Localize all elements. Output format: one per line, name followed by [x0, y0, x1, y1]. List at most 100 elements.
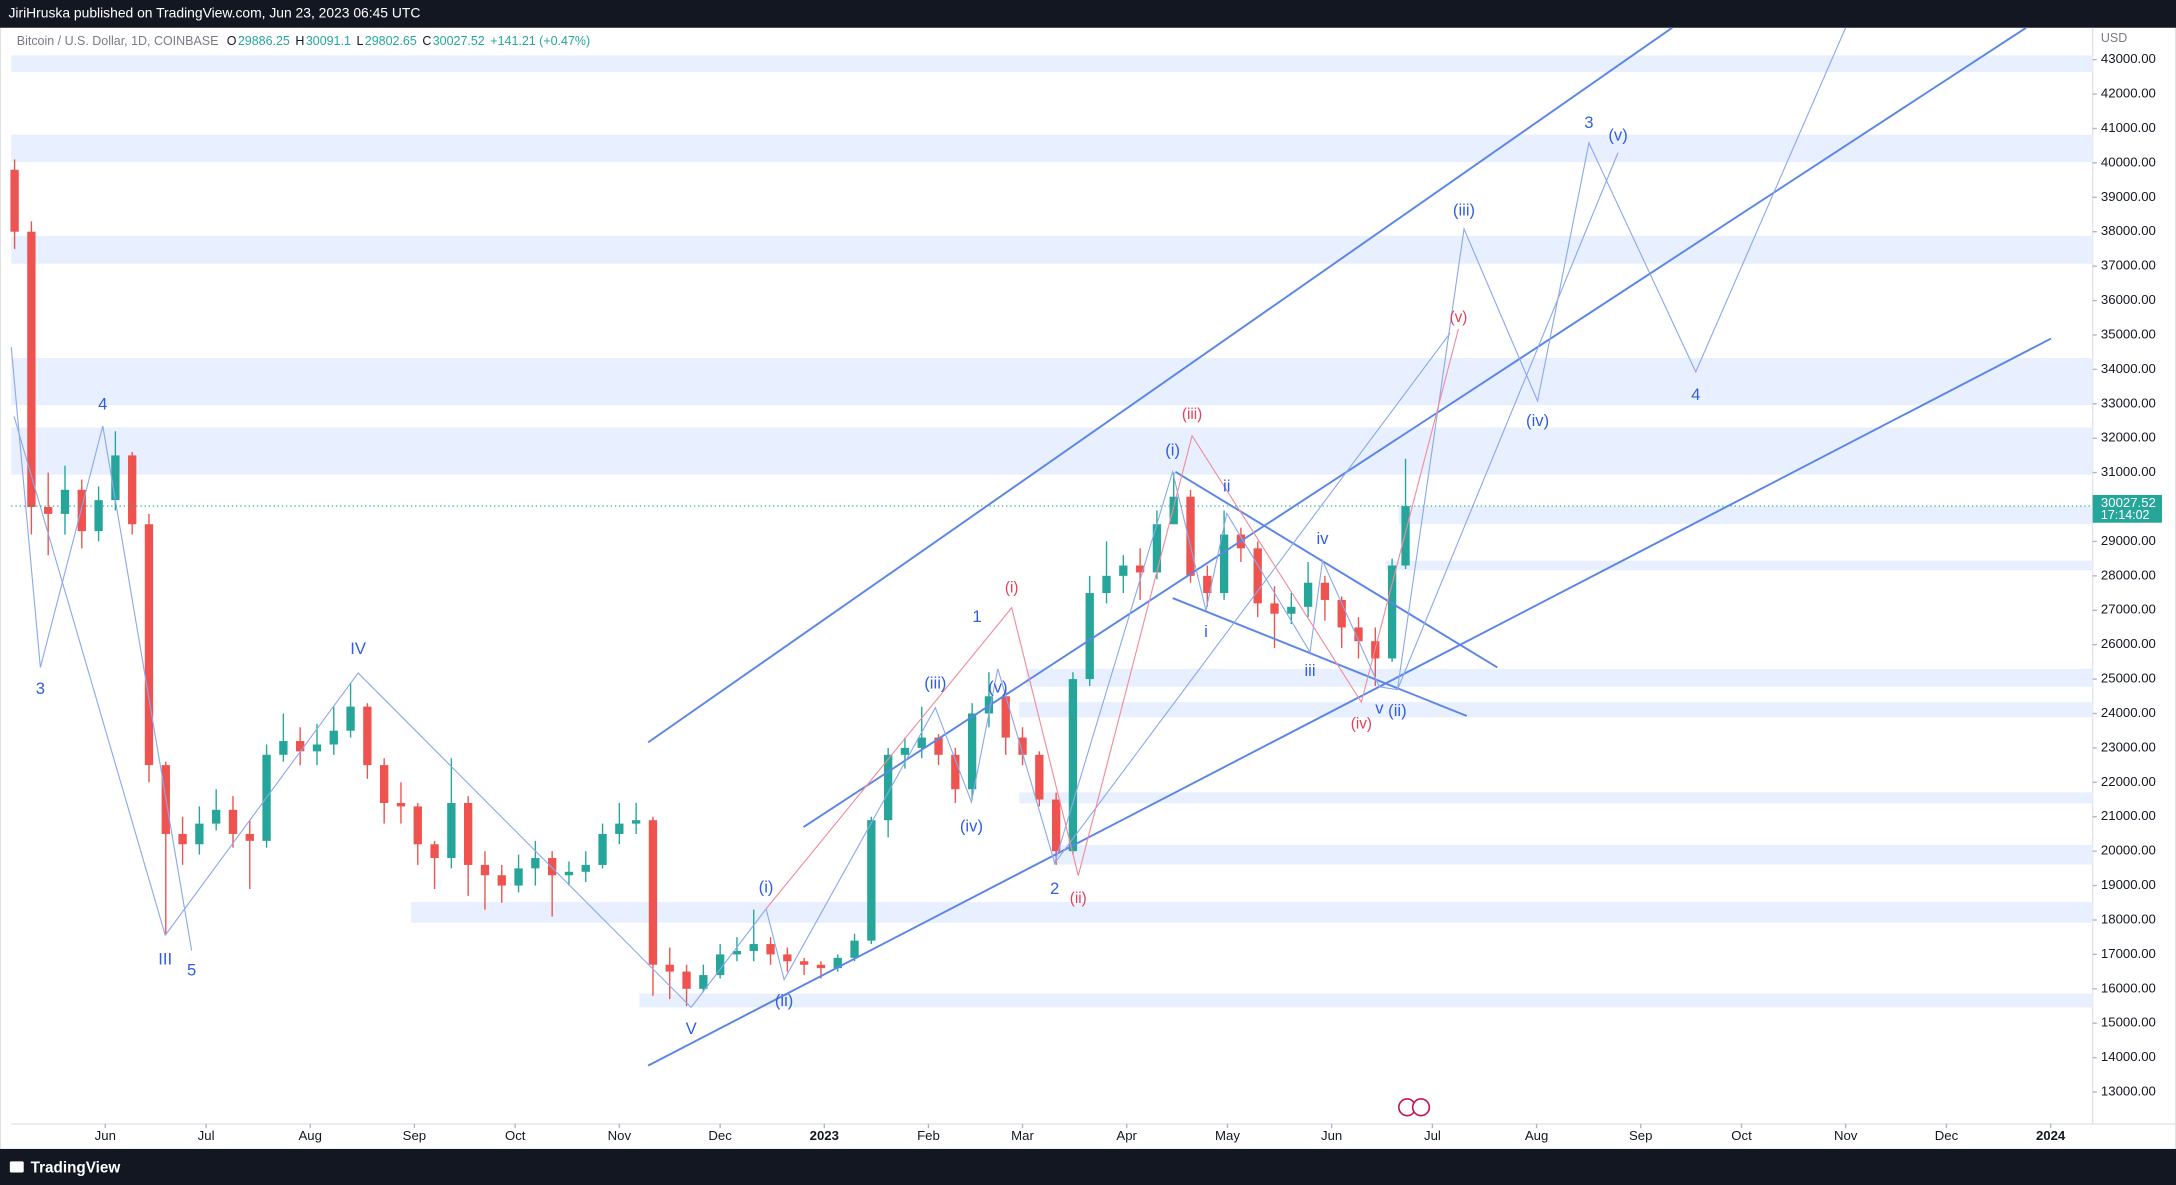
- y-tick-label: 19000.00: [2101, 877, 2156, 892]
- candle-body: [463, 802, 473, 865]
- candle-body: [497, 875, 506, 886]
- candle-body: [94, 500, 103, 532]
- price-zone: [411, 902, 2093, 923]
- y-tick-label: 25000.00: [2101, 671, 2156, 686]
- candle-body: [1401, 506, 1410, 566]
- y-tick-label: 36000.00: [2101, 292, 2156, 307]
- candle-body: [816, 964, 826, 969]
- price-zone: [639, 993, 2093, 1008]
- y-tick-label: 24000.00: [2101, 705, 2156, 720]
- price-zone: [1052, 844, 2093, 865]
- candle-body: [329, 730, 338, 745]
- candle-body: [27, 231, 36, 508]
- candle-body: [312, 744, 322, 752]
- candle-body: [900, 747, 910, 755]
- x-tick-label: Aug: [1525, 1128, 1548, 1143]
- last-price-box: [2092, 494, 2162, 523]
- wave-label: (iv): [960, 816, 983, 835]
- y-tick-label: 21000.00: [2101, 808, 2156, 823]
- candle-body: [430, 844, 439, 859]
- candle-body: [1253, 548, 1262, 604]
- price-unit: USD: [2101, 31, 2127, 45]
- legend-value: 30091.1: [306, 34, 351, 48]
- candle-body: [346, 706, 355, 731]
- candle-body: [178, 833, 187, 845]
- price-zone: [1398, 506, 2093, 525]
- wave-label: 1: [972, 607, 981, 626]
- legend-label: H: [295, 34, 304, 48]
- x-tick-label: Feb: [917, 1128, 940, 1143]
- candle-body: [480, 864, 490, 876]
- candle-body: [715, 954, 725, 976]
- y-tick-label: 35000.00: [2101, 326, 2156, 341]
- wedge-line: [1172, 597, 1468, 717]
- candle-body: [514, 868, 523, 886]
- candle-body: [1102, 575, 1111, 594]
- candle-body: [665, 964, 674, 972]
- price-zone: [11, 55, 2093, 73]
- candle-body: [296, 741, 305, 752]
- candle-body: [749, 944, 758, 951]
- x-tick-label: Jun: [95, 1128, 116, 1143]
- brand-name: TradingView: [31, 1159, 121, 1176]
- y-tick-label: 29000.00: [2101, 533, 2156, 548]
- y-tick-label: 22000.00: [2101, 774, 2156, 789]
- brand: TradingView: [9, 1159, 121, 1176]
- candle-body: [1018, 737, 1027, 755]
- y-tick-label: 33000.00: [2101, 395, 2156, 410]
- candle-body: [1001, 696, 1010, 738]
- wave-label: 3: [1584, 113, 1593, 132]
- x-tick-label: 2023: [810, 1128, 839, 1143]
- wave-label: IV: [350, 639, 367, 658]
- wave-line: [1054, 332, 1451, 864]
- price-zone: [1385, 560, 2093, 571]
- x-tick-label: Jun: [1321, 1128, 1342, 1143]
- candle-body: [111, 455, 120, 501]
- candle-body: [766, 944, 775, 955]
- wave-label: (i): [759, 877, 774, 896]
- candle-body: [447, 802, 456, 859]
- candle-body: [380, 765, 389, 803]
- candle-body: [228, 809, 238, 834]
- candle-body: [1152, 524, 1162, 573]
- wave-label: (ii): [1388, 701, 1406, 720]
- candle-body: [598, 833, 607, 865]
- candle-body: [967, 713, 977, 790]
- candle-body: [783, 954, 792, 962]
- x-tick-label: Oct: [1731, 1128, 1752, 1143]
- candle-body: [883, 754, 893, 821]
- brand-logo: [9, 1161, 24, 1173]
- candle-body: [1119, 565, 1128, 576]
- candle-body: [195, 823, 204, 845]
- channel-line: [647, 337, 2052, 1067]
- y-tick-label: 42000.00: [2101, 86, 2156, 101]
- candle-body: [850, 940, 859, 958]
- wave-label-red: (iii): [1182, 406, 1202, 423]
- countdown-label: 17:14:02: [2101, 508, 2150, 522]
- ohlc-legend: O 29886.25 H 30091.1 L 29802.65 C 30027.52 +141.…: [227, 34, 590, 48]
- candle-body: [1387, 565, 1397, 659]
- last-price-label: 30027.52: [2101, 495, 2156, 510]
- candle-body: [212, 809, 221, 824]
- y-tick-label: 14000.00: [2101, 1049, 2156, 1064]
- y-tick-label: 32000.00: [2101, 430, 2156, 445]
- candle-body: [615, 823, 624, 834]
- candle-body: [144, 524, 154, 766]
- candle-body: [1135, 565, 1145, 573]
- wave-label-red: (ii): [1070, 890, 1087, 907]
- legend-label: C: [422, 34, 431, 48]
- x-tick-label: Aug: [299, 1128, 322, 1143]
- wave-label: (iii): [924, 673, 946, 692]
- wave-label: (iv): [1526, 411, 1549, 430]
- wave-labels: 3 4 III 5 IV V (i) (ii) (iii) (iv) (v) 1…: [36, 113, 1701, 1038]
- event-icons: [1397, 1098, 1431, 1117]
- candle-body: [279, 741, 288, 755]
- wave-label: v: [1375, 698, 1384, 717]
- wave-label: (i): [1165, 440, 1180, 459]
- candle-body: [1203, 575, 1212, 594]
- y-tick-label: 18000.00: [2101, 911, 2156, 926]
- candle-body: [413, 806, 422, 845]
- x-tick-label: Jul: [1424, 1128, 1441, 1143]
- candle-body: [799, 961, 809, 965]
